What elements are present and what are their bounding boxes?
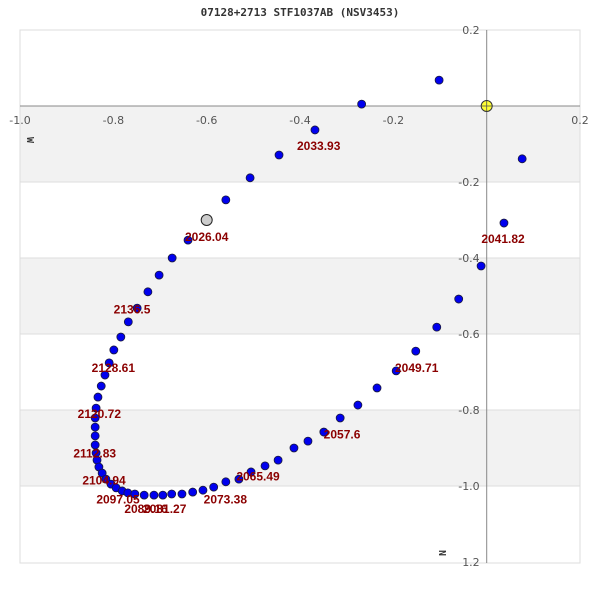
- orbit-point: [143, 287, 153, 297]
- orbit-point: [132, 303, 142, 313]
- orbit-point: [149, 490, 159, 500]
- x-tick-label: 0.2: [571, 114, 589, 127]
- x-tick-label: -0.4: [289, 114, 310, 127]
- epoch-label: 2057.6: [324, 428, 361, 442]
- orbit-point: [357, 99, 367, 109]
- epoch-label: 2033.93: [297, 139, 341, 153]
- orbit-point: [90, 413, 100, 423]
- orbit-point: [209, 482, 219, 492]
- orbit-point: [432, 322, 442, 332]
- orbit-point: [221, 477, 231, 487]
- orbit-point: [273, 455, 283, 465]
- chart-title: 07128+2713 STF1037AB (NSV3453): [200, 6, 400, 19]
- orbit-point: [177, 489, 187, 499]
- orbit-point: [130, 489, 140, 499]
- orbit-point: [246, 467, 256, 477]
- epoch-label: 2065.49: [236, 470, 280, 484]
- orbit-point: [198, 485, 208, 495]
- epoch-label: 2112.83: [73, 447, 116, 461]
- orbit-point: [183, 235, 193, 245]
- orbit-point: [90, 431, 100, 441]
- orbit-point: [167, 489, 177, 499]
- epoch-label: 2049.71: [395, 361, 439, 375]
- orbit-point: [90, 422, 100, 432]
- orbit-point: [289, 443, 299, 453]
- epoch-label: 2128.61: [92, 361, 136, 375]
- orbit-point: [310, 125, 320, 135]
- orbit-point: [109, 345, 119, 355]
- orbit-point: [391, 366, 401, 376]
- y-tick-label: 0.2: [462, 24, 480, 37]
- reference-point-marker: [200, 214, 213, 226]
- epoch-label: 2097.05: [96, 492, 140, 506]
- orbit-point: [372, 383, 382, 393]
- plot-frame: [19, 29, 581, 564]
- orbit-point: [260, 461, 270, 471]
- orbit-point: [245, 173, 255, 183]
- orbit-point: [274, 150, 284, 160]
- x-tick-label: -0.8: [103, 114, 124, 127]
- x-tick-label: -0.2: [383, 114, 404, 127]
- orbit-point: [116, 332, 126, 342]
- orbit-point: [434, 75, 444, 85]
- epoch-label: 2026.04: [185, 230, 229, 244]
- epoch-label: 2136.5: [114, 302, 151, 316]
- orbit-point: [221, 195, 231, 205]
- orbit-point: [123, 317, 133, 327]
- epoch-label: 2081.27: [143, 502, 187, 516]
- orbit-point: [517, 154, 527, 164]
- grid-band: [20, 258, 580, 334]
- y-tick-label: -0.8: [458, 404, 479, 417]
- epoch-label: 2104.94: [82, 473, 126, 487]
- epoch-label: 2073.38: [204, 492, 248, 506]
- orbit-point: [303, 436, 313, 446]
- orbit-point: [188, 487, 198, 497]
- x-tick-label: -1.0: [9, 114, 30, 127]
- y-tick-label: -1.0: [458, 480, 479, 493]
- orbit-point: [319, 427, 329, 437]
- orbit-point: [96, 381, 106, 391]
- orbit-point: [476, 261, 486, 271]
- orbit-point: [454, 294, 464, 304]
- orbit-point: [100, 370, 110, 380]
- y-tick-label: 1.2: [462, 556, 480, 569]
- orbit-point: [158, 490, 168, 500]
- orbit-point: [411, 346, 421, 356]
- x-tick-label: -0.6: [196, 114, 217, 127]
- epoch-label: 2120.72: [78, 407, 122, 421]
- epoch-label: 2089.16: [124, 502, 168, 516]
- orbit-point: [353, 400, 363, 410]
- orbit-point: [335, 413, 345, 423]
- orbit-point: [93, 392, 103, 402]
- orbit-point: [499, 218, 509, 228]
- orbit-point: [104, 358, 114, 368]
- north-direction-label: N: [436, 550, 447, 556]
- west-direction-label: W: [24, 137, 35, 144]
- orbit-point: [91, 403, 101, 413]
- y-tick-label: -0.4: [458, 252, 479, 265]
- orbit-point: [167, 253, 177, 263]
- y-tick-label: -0.2: [458, 176, 479, 189]
- y-tick-label: -0.6: [458, 328, 479, 341]
- orbit-point: [234, 474, 244, 484]
- orbit-point: [139, 490, 149, 500]
- orbit-point: [154, 270, 164, 280]
- epoch-label: 2041.82: [481, 232, 525, 246]
